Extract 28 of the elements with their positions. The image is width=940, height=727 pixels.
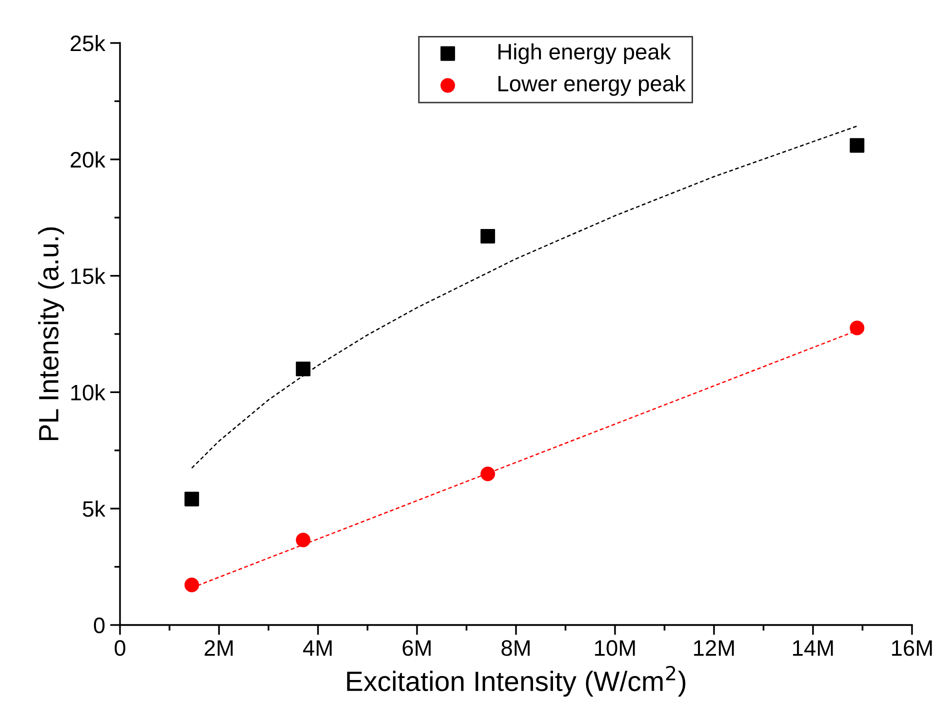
x-tick-label: 6M xyxy=(402,640,431,656)
point xyxy=(184,492,200,506)
x-tick-label: 2M xyxy=(204,640,233,656)
x-tick-label: 4M xyxy=(303,640,332,656)
point xyxy=(296,532,310,548)
line-series xyxy=(191,125,858,469)
x-tick-label: 0 xyxy=(114,640,126,656)
y-tick-label: 10k xyxy=(71,384,106,400)
point xyxy=(296,362,310,376)
y-tick-label: 0 xyxy=(94,618,105,634)
x-tick-label: 12M xyxy=(694,640,734,656)
point xyxy=(184,578,200,592)
y-tick-label: 20k xyxy=(70,151,106,168)
x-tick-label: 10M xyxy=(595,640,635,656)
point xyxy=(480,466,496,482)
point xyxy=(480,228,496,244)
x-tick-label: 16M xyxy=(892,640,932,656)
legend-label: Lower energy peak xyxy=(498,75,686,96)
y-tick-label: 25k xyxy=(70,34,106,52)
x-axis-title: Excitation Intensity (W/cm$^{2}$) xyxy=(347,666,686,697)
y-tick-label: 5k xyxy=(82,500,106,517)
y-axis-title: PL Intensity (a.u.) xyxy=(38,227,64,440)
point xyxy=(850,138,864,153)
y-tick-label: 15k xyxy=(71,268,106,284)
x-tick-label: 8M xyxy=(502,640,530,656)
point xyxy=(850,320,864,336)
x-tick-label: 14M xyxy=(793,640,833,656)
legend-label: High energy peak xyxy=(498,43,671,64)
